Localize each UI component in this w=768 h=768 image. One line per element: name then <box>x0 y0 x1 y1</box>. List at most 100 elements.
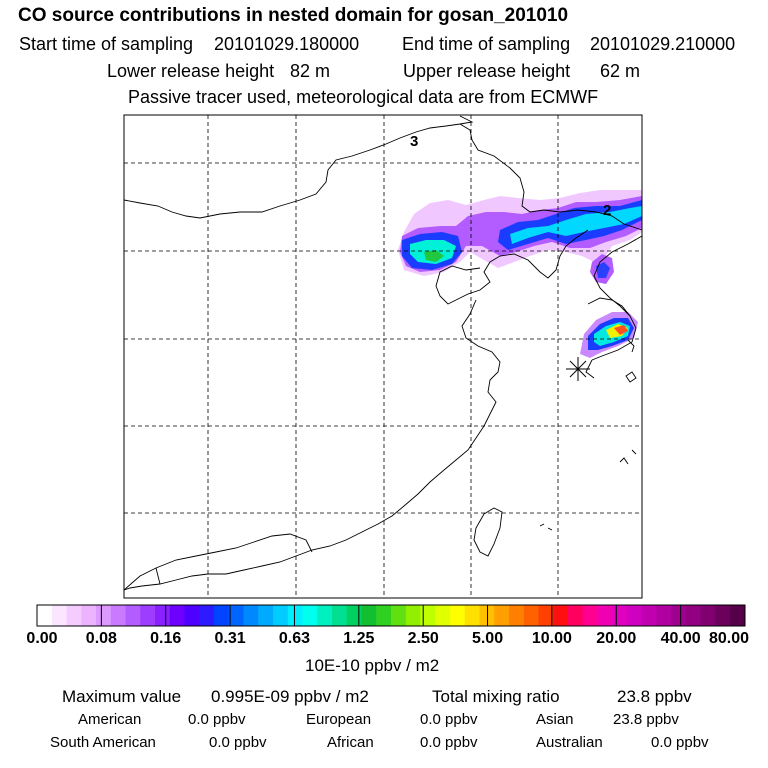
colorbar-swatch <box>302 605 318 626</box>
region-value-european: 0.0 ppbv <box>420 711 478 728</box>
colorbar-swatch <box>730 605 746 626</box>
colorbar-swatch <box>523 605 539 626</box>
region-value-australian: 0.0 ppbv <box>651 734 709 751</box>
colorbar-swatch <box>51 605 67 626</box>
start-time-label: Start time of sampling <box>19 34 194 54</box>
colorbar-swatch <box>228 605 244 626</box>
colorbar-swatch <box>243 605 259 626</box>
colorbar-swatch <box>656 605 672 626</box>
upper-height-label: Upper release height <box>403 61 571 81</box>
colorbar-swatch <box>199 605 215 626</box>
end-time-label: End time of sampling <box>402 34 571 54</box>
region-value-african: 0.0 ppbv <box>420 734 478 751</box>
colorbar-swatch <box>494 605 510 626</box>
colorbar-tick-label: 2.50 <box>407 630 439 647</box>
coastlines <box>124 115 642 591</box>
total-mixing-label: Total mixing ratio <box>432 687 560 706</box>
max-value-label: Maximum value <box>62 687 182 706</box>
inner-border <box>124 533 313 591</box>
colorbar-swatch <box>37 605 53 626</box>
colorbar-swatch <box>361 605 377 626</box>
colorbar-tick-label: 0.00 <box>26 630 58 647</box>
colorbar-swatch <box>464 605 480 626</box>
colorbar-swatch <box>627 605 643 626</box>
colorbar-swatch <box>140 605 156 626</box>
concentration-field <box>398 190 642 358</box>
colorbar-swatch <box>597 605 613 626</box>
east-border <box>459 123 642 231</box>
colorbar-tick-label: 0.16 <box>150 630 182 647</box>
colorbar-swatch <box>346 605 362 626</box>
colorbar-tick-label: 1.25 <box>343 630 375 647</box>
end-time-value: 20101029.210000 <box>590 34 736 54</box>
colorbar <box>36 604 746 627</box>
north-border <box>124 115 474 219</box>
total-mixing-value: 23.8 ppbv <box>617 687 692 706</box>
colorbar-tick-label: 80.00 <box>708 630 750 647</box>
colorbar-swatch <box>110 605 126 626</box>
upper-height-value: 62 m <box>600 61 641 81</box>
colorbar-swatch <box>96 605 112 626</box>
colorbar-swatch <box>686 605 702 626</box>
colorbar-swatch <box>671 605 687 626</box>
korea-blob-inner <box>596 262 610 278</box>
colorbar-swatch <box>258 605 274 626</box>
colorbar-units: 10E-10 ppbv / m2 <box>305 656 440 675</box>
max-value: 0.995E-09 ppbv / m2 <box>211 687 369 706</box>
colorbar-swatch <box>405 605 421 626</box>
lower-height-value: 82 m <box>290 61 331 81</box>
colorbar-swatch <box>538 605 554 626</box>
colorbar-tick-label: 20.00 <box>596 630 637 647</box>
south-korea-red <box>614 325 628 335</box>
map-title: CO source contributions in nested domain… <box>18 5 569 26</box>
region-value-asian: 23.8 ppbv <box>613 711 679 728</box>
colorbar-tick-label: 0.08 <box>85 630 117 647</box>
colorbar-swatch <box>66 605 82 626</box>
start-time-value: 20101029.180000 <box>214 34 360 54</box>
region-value-south-american: 0.0 ppbv <box>209 734 267 751</box>
tracer-note: Passive tracer used, meteorological data… <box>128 87 599 107</box>
receptor-star-icon <box>566 357 590 381</box>
colorbar-tick-label: 0.31 <box>214 630 246 647</box>
taiwan <box>473 507 503 557</box>
lower-height-label: Lower release height <box>107 61 275 81</box>
colorbar-swatch <box>184 605 200 626</box>
map-frame <box>123 114 643 599</box>
colorbar-swatch <box>287 605 303 626</box>
colorbar-tick-label: 5.00 <box>471 630 504 647</box>
colorbar-swatch <box>420 605 436 626</box>
colorbar-swatch <box>169 605 185 626</box>
colorbar-swatch <box>553 605 569 626</box>
region-name-african: African <box>327 734 374 751</box>
colorbar-swatch <box>317 605 333 626</box>
colorbar-tick-label: 10.00 <box>531 630 572 647</box>
colorbar-swatch <box>641 605 657 626</box>
colorbar-swatch <box>612 605 628 626</box>
colorbar-swatch <box>125 605 141 626</box>
colorbar-swatch <box>509 605 525 626</box>
contour-label-3: 3 <box>410 133 418 150</box>
region-name-south-american: South American <box>50 734 156 751</box>
colorbar-swatch <box>582 605 598 626</box>
colorbar-swatch <box>273 605 289 626</box>
colorbar-swatch <box>332 605 348 626</box>
colorbar-swatch <box>715 605 731 626</box>
korea-peninsula <box>585 297 631 379</box>
colorbar-swatch <box>700 605 716 626</box>
colorbar-swatch <box>435 605 451 626</box>
colorbar-tick-label: 0.63 <box>278 630 311 647</box>
region-name-australian: Australian <box>536 734 603 751</box>
japan-islands <box>539 339 637 531</box>
region-name-american: American <box>78 711 142 728</box>
colorbar-swatch <box>568 605 584 626</box>
colorbar-swatch <box>376 605 392 626</box>
colorbar-swatch <box>155 605 171 626</box>
colorbar-tick-label: 40.00 <box>660 630 701 647</box>
colorbar-swatch <box>450 605 466 626</box>
region-value-american: 0.0 ppbv <box>188 711 246 728</box>
colorbar-swatch <box>81 605 97 626</box>
region-name-asian: Asian <box>536 711 574 728</box>
contour-label-2: 2 <box>603 202 611 219</box>
korea-west-coast <box>435 229 589 305</box>
